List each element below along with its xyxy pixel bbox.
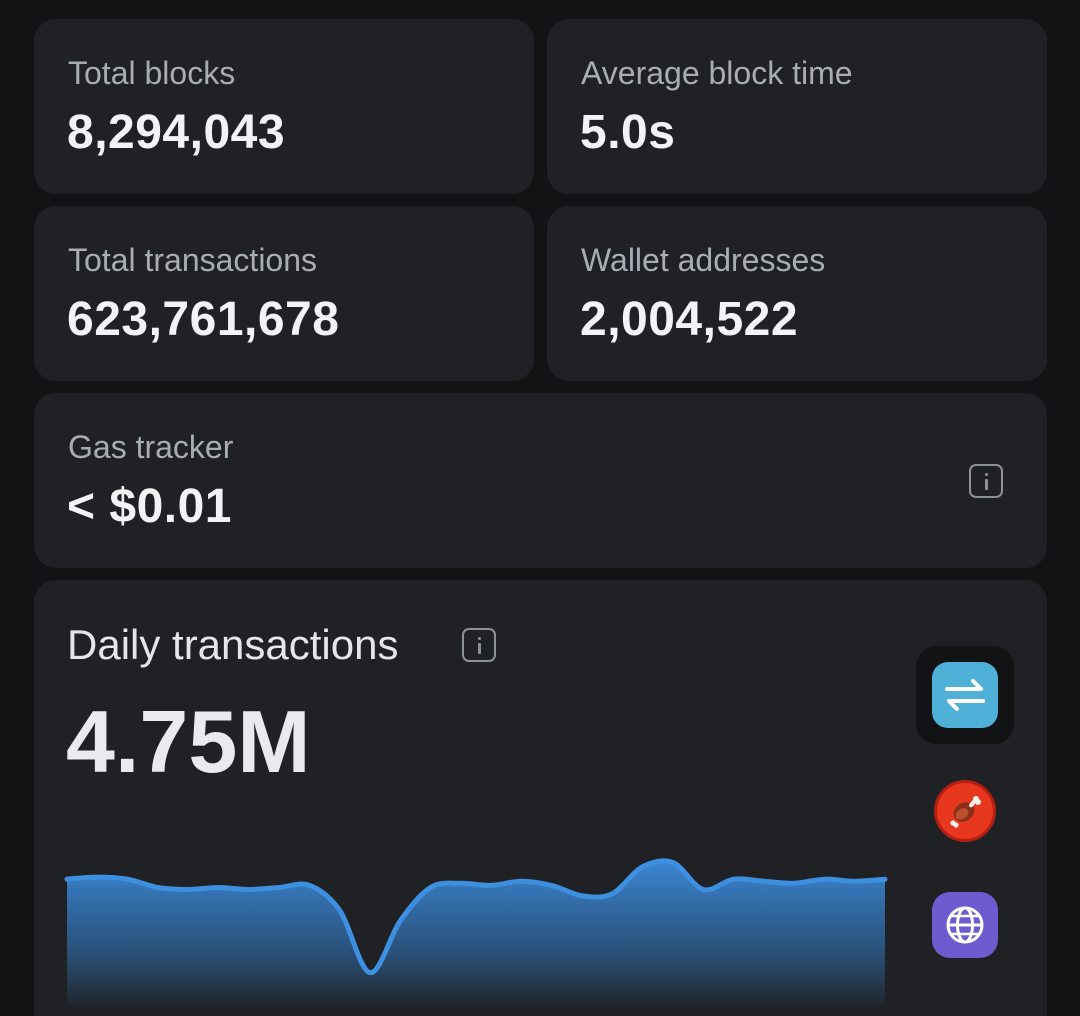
info-icon[interactable] [969, 464, 1003, 498]
swap-arrows-icon [932, 662, 998, 728]
chart-area [67, 860, 885, 1010]
stat-value: 623,761,678 [67, 293, 340, 346]
daily-transactions-card: Daily transactions 4.75M [34, 580, 1047, 1016]
stat-value: 2,004,522 [580, 293, 799, 346]
chart-value: 4.75M [66, 692, 311, 791]
gas-tracker-label: Gas tracker [68, 429, 234, 465]
stat-card-total-transactions: Total transactions 623,761,678 [34, 206, 534, 381]
chart-line [64, 858, 888, 976]
stat-label: Total transactions [68, 242, 318, 278]
gas-tracker-value: < $0.01 [67, 480, 232, 533]
stat-card-total-blocks: Total blocks 8,294,043 [34, 19, 534, 194]
stat-card-average-block-time: Average block time 5.0s [547, 19, 1047, 194]
stat-value: 8,294,043 [67, 106, 286, 159]
globe-icon [946, 906, 984, 944]
meat-icon [934, 780, 996, 842]
stat-value: 5.0s [580, 106, 676, 159]
chart-selector-network[interactable] [932, 892, 998, 958]
chart-selector-gas[interactable] [932, 778, 998, 844]
info-icon[interactable] [462, 628, 496, 662]
stat-label: Total blocks [68, 55, 236, 91]
stat-label: Wallet addresses [581, 242, 826, 278]
daily-transactions-chart [64, 858, 888, 1010]
gas-tracker-card: Gas tracker < $0.01 [34, 393, 1047, 568]
chart-selector-transactions[interactable] [916, 646, 1014, 744]
stat-label: Average block time [581, 55, 853, 91]
chart-title: Daily transactions [67, 621, 399, 668]
stat-card-wallet-addresses: Wallet addresses 2,004,522 [547, 206, 1047, 381]
